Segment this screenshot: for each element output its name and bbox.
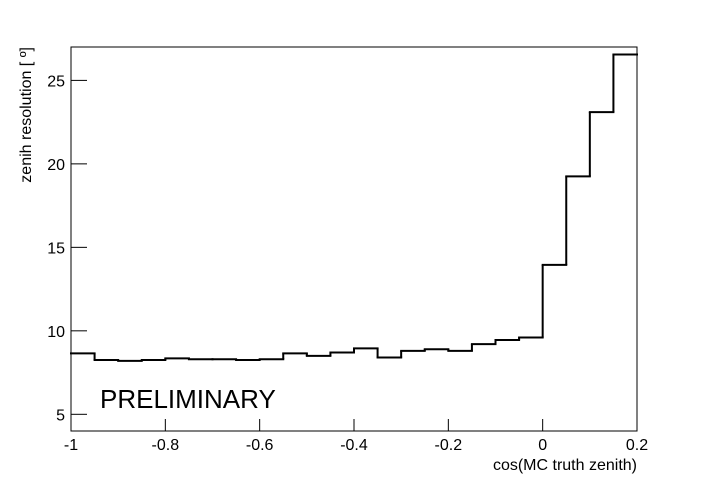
y-tick-label: 15 xyxy=(47,240,65,257)
frame xyxy=(70,46,638,432)
y-tick-label: 10 xyxy=(47,324,65,341)
x-tick-label: -0.4 xyxy=(340,437,368,454)
y-tick-label: 25 xyxy=(47,73,65,90)
x-tick-label: -1 xyxy=(64,437,78,454)
y-axis-label: zenih resolution [ º] xyxy=(18,47,35,183)
x-tick-label: 0.2 xyxy=(626,437,648,454)
x-tick-label: -0.2 xyxy=(435,437,463,454)
y-tick-label: 5 xyxy=(56,407,65,424)
annotation: PRELIMINARY xyxy=(100,384,276,414)
x-tick-label: -0.6 xyxy=(246,437,274,454)
x-axis-label: cos(MC truth zenith) xyxy=(493,457,637,474)
x-tick-label: -0.8 xyxy=(152,437,180,454)
y-tick-label: 20 xyxy=(47,157,65,174)
x-tick-label: 0 xyxy=(538,437,547,454)
